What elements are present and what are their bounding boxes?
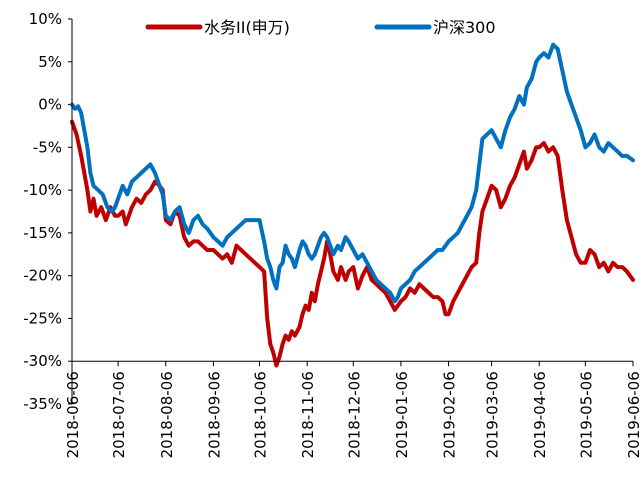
series-line-1 [70, 42, 635, 304]
x-axis-ticks: 2018-06-06 2018-07-06 2018-08-06 2018-09-06… [64, 361, 641, 458]
x-tick-label: 2018-08-06 [158, 371, 176, 458]
legend-label-1: 沪深300 [433, 18, 496, 37]
x-tick-label: 2019-04-06 [531, 371, 549, 458]
series-lines [70, 42, 635, 368]
x-tick-label: 2018-09-06 [205, 371, 223, 458]
y-tick-label: 0% [38, 96, 62, 114]
y-tick-label: -25% [23, 309, 62, 327]
x-tick-label: 2018-07-06 [110, 371, 128, 458]
y-axis-ticks: 10% 5% 0% -5% -10% -15% -20% -25% -30% -35% [23, 10, 72, 413]
y-tick-label: -10% [23, 181, 62, 199]
y-tick-label: -5% [33, 138, 62, 156]
legend: 水务II(申万) 沪深300 [145, 18, 496, 37]
axes [71, 19, 633, 404]
x-tick-label: 2019-01-06 [393, 371, 411, 458]
x-tick-label: 2018-06-06 [64, 371, 82, 458]
x-tick-label: 2019-06-06 [625, 371, 641, 458]
x-tick-label: 2019-05-06 [577, 371, 595, 458]
x-tick-label: 2019-02-06 [441, 371, 459, 458]
x-tick-label: 2018-10-06 [252, 371, 270, 458]
y-tick-label: -20% [23, 267, 62, 285]
y-tick-label: 5% [38, 53, 62, 71]
x-tick-label: 2018-11-06 [299, 371, 317, 458]
legend-label-0: 水务II(申万) [204, 18, 290, 37]
series-line-0 [70, 119, 635, 368]
y-tick-label: 10% [29, 10, 62, 28]
x-tick-label: 2019-03-06 [484, 371, 502, 458]
y-tick-label: -15% [23, 224, 62, 242]
y-tick-label: -30% [23, 352, 62, 370]
x-tick-label: 2018-12-06 [345, 371, 363, 458]
y-tick-label: -35% [23, 395, 62, 413]
